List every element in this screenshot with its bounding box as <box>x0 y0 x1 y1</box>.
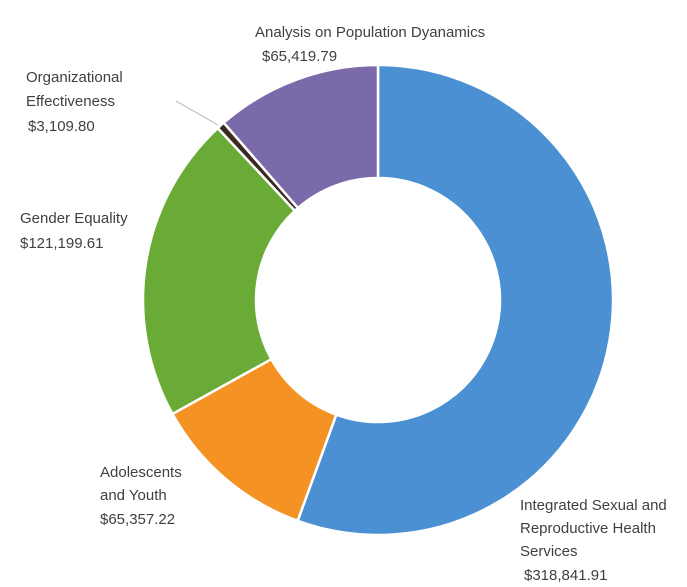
label-adolescents-youth-line1: Adolescents <box>100 464 182 481</box>
label-population-dynamics-value: $65,419.79 <box>262 48 337 65</box>
label-organizational-effectiveness-line2: Effectiveness <box>26 93 115 110</box>
label-organizational-effectiveness-line1: Organizational <box>26 69 123 86</box>
leader-line-organizational-effectiveness <box>175 100 219 126</box>
label-adolescents-youth-line2: and Youth <box>100 487 167 504</box>
label-population-dynamics: Analysis on Population Dyanamics $65,419… <box>255 24 485 65</box>
label-adolescents-youth-value: $65,357.22 <box>100 511 175 528</box>
label-adolescents-youth: Adolescents and Youth $65,357.22 <box>100 464 182 528</box>
slice-integrated-srh <box>296 63 615 537</box>
label-integrated-srh-line1: Integrated Sexual and <box>520 497 667 514</box>
label-integrated-srh-line3: Services <box>520 543 578 560</box>
label-gender-equality-value: $121,199.61 <box>20 235 103 252</box>
label-organizational-effectiveness: Organizational Effectiveness $3,109.80 <box>26 69 123 135</box>
label-integrated-srh-line2: Reproductive Health <box>520 520 656 537</box>
slice-gender-equality <box>141 126 297 416</box>
label-integrated-srh-value: $318,841.91 <box>524 567 607 584</box>
label-population-dynamics-line1: Analysis on Population Dyanamics <box>255 24 485 41</box>
label-organizational-effectiveness-value: $3,109.80 <box>28 118 95 135</box>
slice-population-dynamics <box>221 63 380 210</box>
label-gender-equality-line1: Gender Equality <box>20 210 128 227</box>
label-gender-equality: Gender Equality $121,199.61 <box>20 210 128 252</box>
donut-slices <box>141 63 615 537</box>
label-integrated-srh: Integrated Sexual and Reproductive Healt… <box>520 497 667 584</box>
